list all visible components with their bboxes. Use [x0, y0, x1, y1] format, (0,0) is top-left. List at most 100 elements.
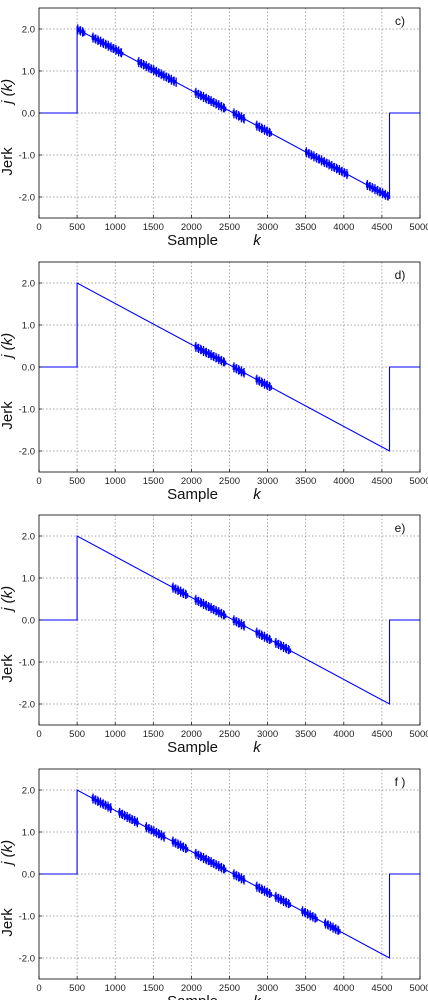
x-tick-label: 2000: [181, 983, 202, 994]
x-tick-label: 1000: [105, 476, 126, 487]
y-tick-label: 1.0: [22, 321, 35, 332]
chatter-band: [76, 24, 86, 37]
x-tick-label: 2500: [219, 729, 240, 740]
x-tick-label: 500: [69, 729, 85, 740]
x-tick-label: 2000: [181, 476, 202, 487]
y-tick-label: 1.0: [22, 828, 35, 839]
x-tick-label: 2000: [181, 729, 202, 740]
y-tick-label: -2.0: [19, 193, 35, 204]
x-axis-label: Sample: [167, 739, 218, 756]
x-tick-label: 0: [36, 983, 41, 994]
x-axis-symbol: k: [253, 739, 262, 756]
x-tick-label: 3500: [295, 983, 316, 994]
x-tick-label: 1000: [105, 729, 126, 740]
chatter-band: [255, 881, 273, 898]
chatter-band: [194, 87, 212, 105]
y-tick-label: -1.0: [19, 151, 35, 162]
y-tick-label: 2.0: [22, 279, 35, 290]
x-tick-label: 3500: [295, 222, 316, 233]
chatter-band: [171, 582, 189, 599]
x-tick-label: 500: [69, 983, 85, 994]
chatter-band: [366, 180, 391, 201]
x-tick-label: 1500: [143, 983, 164, 994]
y-axis-label: Jerk: [0, 401, 16, 430]
chatter-band: [232, 108, 246, 124]
chatter-band: [209, 350, 227, 367]
y-tick-label: -2.0: [19, 954, 35, 965]
x-tick-label: 3000: [257, 983, 278, 994]
x-tick-label: 1000: [105, 983, 126, 994]
chatter-band: [171, 836, 189, 853]
x-tick-label: 4000: [333, 983, 354, 994]
y-axis-symbol: j (k): [0, 840, 16, 867]
x-tick-label: 3500: [295, 476, 316, 487]
x-tick-label: 3500: [295, 729, 316, 740]
x-tick-label: 4500: [371, 729, 392, 740]
x-tick-label: 0: [36, 222, 41, 233]
chatter-band: [137, 57, 177, 87]
chatter-band: [209, 857, 227, 874]
x-tick-label: 4000: [333, 222, 354, 233]
x-tick-label: 0: [36, 476, 41, 487]
chart-panel-0: 0 500 1000 1500 2000 2500 3000 3500 4000 4500 5000…: [0, 7, 428, 249]
y-tick-label: 2.0: [22, 786, 35, 797]
x-tick-label: 1500: [143, 476, 164, 487]
x-tick-label: 1500: [143, 222, 164, 233]
x-tick-label: 3000: [257, 222, 278, 233]
y-tick-label: -1.0: [19, 658, 35, 669]
chatter-band: [145, 822, 166, 842]
y-tick-label: 2.0: [22, 25, 35, 36]
chatter-band: [255, 120, 273, 137]
chatter-band: [232, 869, 246, 885]
y-tick-label: -2.0: [19, 447, 35, 458]
x-axis-label: Sample: [167, 993, 218, 1000]
x-tick-label: 4000: [333, 729, 354, 740]
x-tick-label: 5000: [409, 729, 428, 740]
x-axis-symbol: k: [253, 232, 262, 249]
y-axis-symbol: j (k): [0, 586, 16, 613]
chatter-band: [232, 615, 246, 631]
chatter-band: [255, 374, 273, 391]
x-tick-label: 2500: [219, 476, 240, 487]
x-tick-label: 4000: [333, 476, 354, 487]
y-tick-label: -2.0: [19, 700, 35, 711]
y-tick-label: 0.0: [22, 363, 35, 374]
chatter-band: [274, 637, 292, 655]
panel-label: f ): [395, 775, 406, 789]
x-tick-label: 1000: [105, 222, 126, 233]
x-tick-label: 4500: [371, 983, 392, 994]
y-axis-symbol: j (k): [0, 333, 16, 360]
x-tick-label: 4500: [371, 476, 392, 487]
y-axis-symbol: j (k): [0, 79, 16, 106]
chatter-band: [274, 891, 292, 909]
chatter-band: [91, 32, 124, 58]
x-tick-label: 3000: [257, 729, 278, 740]
y-tick-label: 0.0: [22, 109, 35, 120]
chatter-band: [301, 906, 318, 923]
x-axis-symbol: k: [253, 486, 262, 503]
x-tick-label: 500: [69, 222, 85, 233]
y-axis-label: Jerk: [0, 147, 16, 176]
chatter-band: [194, 341, 212, 359]
panel-label: c): [395, 14, 405, 28]
x-tick-label: 5000: [409, 222, 428, 233]
panel-label: e): [395, 521, 406, 535]
y-tick-label: 1.0: [22, 67, 35, 78]
x-tick-label: 5000: [409, 476, 428, 487]
x-tick-label: 2500: [219, 983, 240, 994]
x-tick-label: 1500: [143, 729, 164, 740]
x-tick-label: 4500: [371, 222, 392, 233]
chatter-band: [194, 594, 212, 612]
chatter-band: [305, 147, 349, 180]
x-tick-label: 2000: [181, 222, 202, 233]
y-axis-label: Jerk: [0, 654, 16, 683]
chatter-band: [324, 918, 341, 935]
x-axis-label: Sample: [167, 486, 218, 503]
x-axis-symbol: k: [253, 993, 262, 1000]
chatter-band: [209, 603, 227, 620]
y-tick-label: -1.0: [19, 912, 35, 923]
panel-label: d): [395, 268, 406, 282]
chart-panel-3: 0 500 1000 1500 2000 2500 3000 3500 4000 4500 5000…: [0, 768, 428, 1005]
x-tick-label: 2500: [219, 222, 240, 233]
x-tick-label: 3000: [257, 476, 278, 487]
